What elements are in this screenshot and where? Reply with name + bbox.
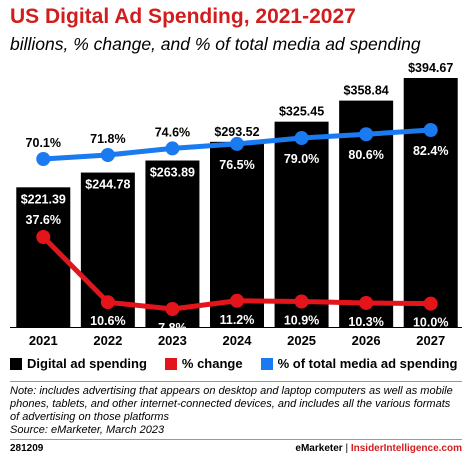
point-percent-change-2021 [36, 230, 51, 244]
footer-site-link[interactable]: InsiderIntelligence.com [350, 443, 462, 454]
point-percent-total-2022 [100, 147, 115, 162]
legend-swatch-percent-total [260, 357, 273, 370]
legend-item-percent-change: % change [164, 356, 243, 371]
label-percent-change-2027: 10.0% [413, 316, 448, 330]
bar-value-label-2023: $263.89 [150, 166, 195, 180]
x-tick-label-2021: 2021 [29, 333, 58, 348]
label-percent-change-2023: 7.8% [158, 321, 187, 335]
chart-legend: Digital ad spending % change % of total … [10, 356, 465, 371]
footer-brand: eMarketer | InsiderIntelligence.com [295, 443, 462, 454]
label-percent-total-2027: 82.4% [413, 144, 448, 158]
point-percent-total-2025 [294, 131, 309, 146]
bar-2027 [403, 78, 458, 327]
point-percent-change-2023 [165, 302, 180, 316]
label-percent-change-2026: 10.3% [348, 315, 383, 329]
footer: 281209 eMarketer | InsiderIntelligence.c… [10, 443, 462, 454]
note-divider [10, 381, 462, 382]
footer-brand-emarketer: eMarketer [295, 443, 343, 454]
x-tick-label-2025: 2025 [287, 333, 316, 348]
bar-value-label-2024: $293.52 [214, 125, 259, 139]
legend-label-digital-ad-spending: Digital ad spending [27, 356, 147, 371]
chart-svg: 2021 2022 2023 2024 2025 2026 2027 $221.39 $244.… [10, 61, 462, 348]
point-percent-total-2027 [423, 123, 438, 137]
legend-item-percent-total: % of total media ad spending [260, 356, 458, 371]
label-percent-change-2024: 11.2% [220, 313, 255, 327]
x-tick-label-2023: 2023 [158, 333, 187, 348]
x-tick-label-2024: 2024 [223, 333, 253, 348]
footer-separator: | [345, 443, 349, 454]
bar-value-label-2021: $221.39 [21, 192, 66, 206]
bar-value-label-2022: $244.78 [85, 178, 130, 192]
bar-value-label-2027: $394.67 [408, 61, 453, 75]
x-tick-label-2027: 2027 [416, 333, 445, 348]
legend-swatch-percent-change [164, 357, 177, 370]
chart-title: US Digital Ad Spending, 2021-2027 [10, 5, 356, 28]
bar-2023 [145, 160, 200, 327]
point-percent-total-2024 [230, 136, 244, 151]
source-text: Source: eMarketer, March 2023 [10, 424, 165, 436]
point-percent-change-2025 [294, 294, 309, 309]
label-percent-change-2021: 37.6% [26, 213, 61, 227]
legend-swatch-digital-ad-spending [10, 357, 22, 370]
x-tick-label-2026: 2026 [352, 333, 381, 348]
x-tick-label-2022: 2022 [93, 333, 122, 348]
label-percent-total-2021: 70.1% [26, 136, 61, 150]
point-percent-change-2024 [230, 293, 244, 308]
label-percent-change-2025: 10.9% [284, 314, 319, 328]
bar-value-label-2026: $358.84 [344, 84, 389, 98]
label-percent-total-2026: 80.6% [348, 148, 383, 162]
point-percent-total-2021 [36, 152, 51, 166]
label-percent-total-2023: 74.6% [155, 125, 190, 139]
footer-divider [10, 439, 462, 440]
label-percent-total-2024: 76.5% [219, 158, 254, 172]
label-percent-total-2025: 79.0% [284, 152, 319, 166]
bar-value-label-2025: $325.45 [279, 105, 324, 119]
note-text: Note: includes advertising that appears … [10, 385, 453, 423]
label-percent-change-2022: 10.6% [90, 314, 125, 328]
chart-subtitle: billions, % change, and % of total media… [10, 34, 421, 54]
legend-label-percent-change: % change [181, 356, 243, 371]
label-percent-total-2022: 71.8% [90, 132, 125, 146]
chart-id: 281209 [10, 443, 44, 454]
point-percent-change-2026 [359, 295, 374, 310]
point-percent-change-2027 [423, 296, 438, 311]
bar-2025 [274, 121, 329, 327]
legend-item-digital-ad-spending: Digital ad spending [10, 356, 147, 371]
chart-note: Note: includes advertising that appears … [10, 385, 462, 437]
point-percent-total-2023 [165, 141, 180, 156]
point-percent-change-2022 [100, 295, 115, 310]
legend-label-percent-total: % of total media ad spending [277, 356, 458, 371]
point-percent-total-2026 [359, 127, 374, 142]
